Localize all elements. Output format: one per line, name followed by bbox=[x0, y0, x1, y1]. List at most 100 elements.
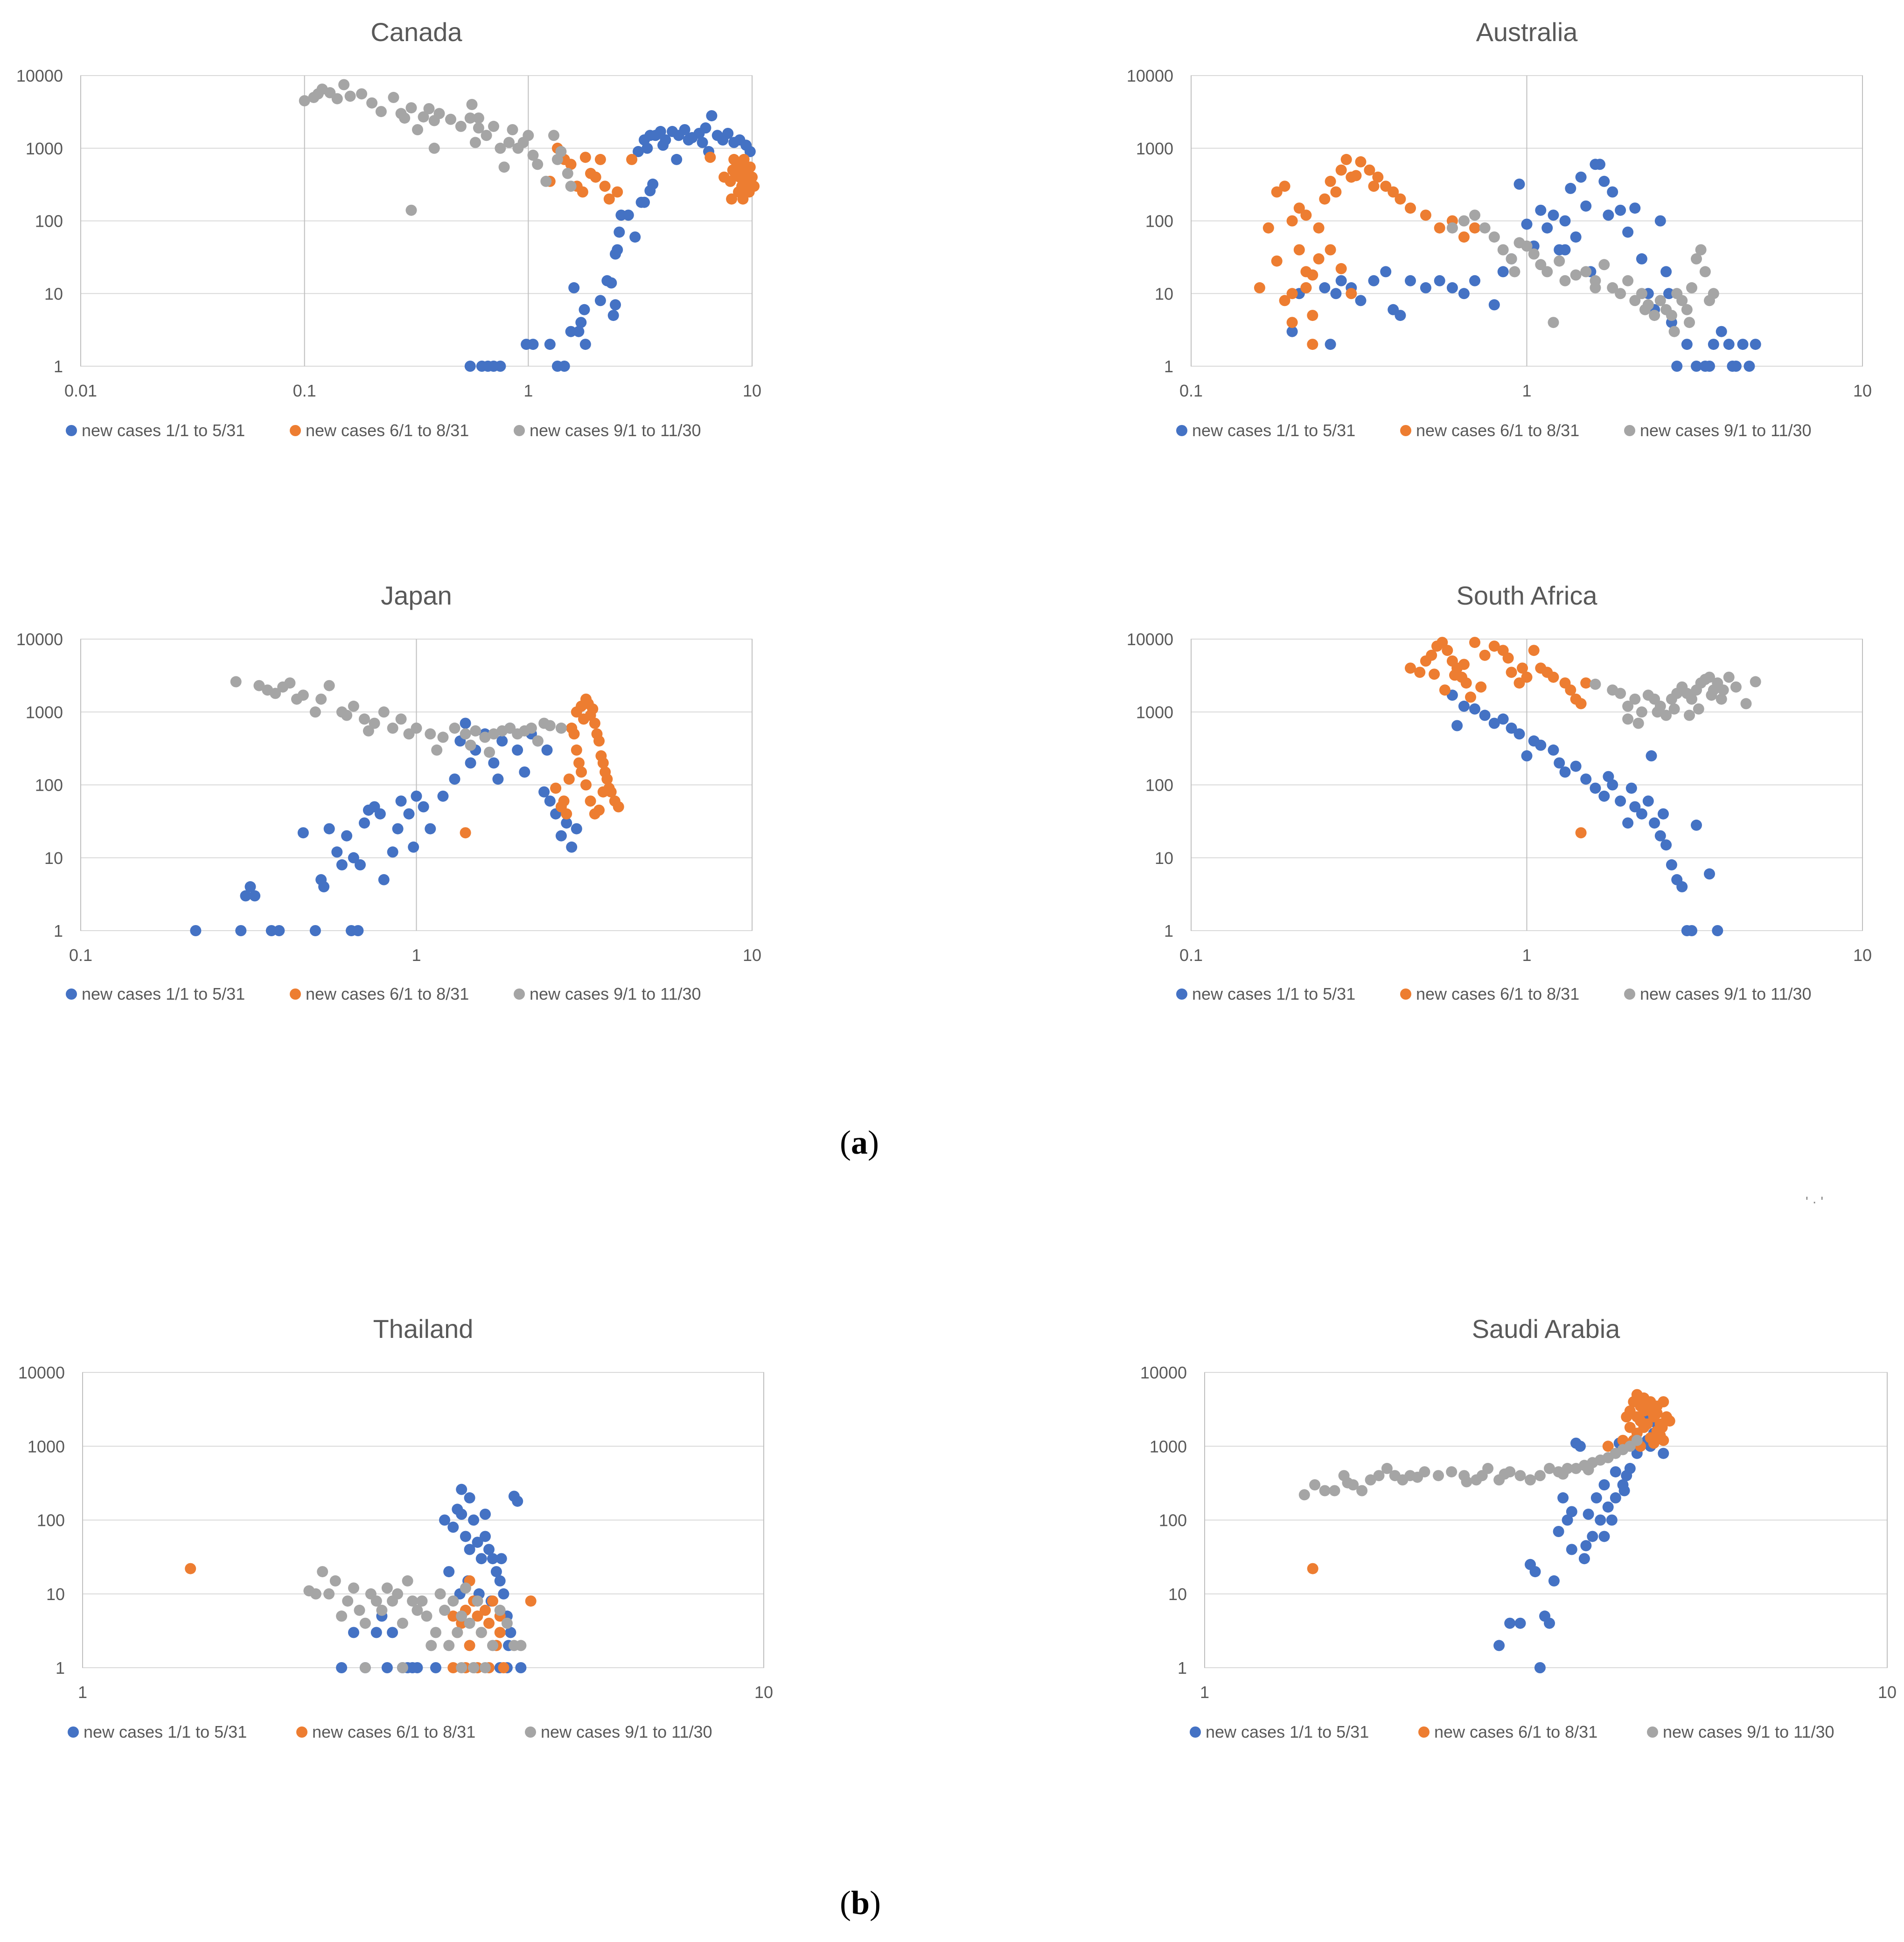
chart-3: 1 10 100 1000 10000 0.1 1 10 South Africa new cas… bbox=[1127, 581, 1872, 1003]
data-point bbox=[1465, 691, 1476, 703]
panel-label-a: (a) bbox=[840, 1124, 879, 1161]
data-point bbox=[1656, 1421, 1668, 1433]
data-point bbox=[374, 808, 386, 820]
data-point bbox=[494, 1604, 506, 1616]
data-point bbox=[470, 725, 481, 737]
data-point bbox=[1271, 255, 1283, 267]
data-point bbox=[1529, 1566, 1541, 1578]
panel-label-a-text: a bbox=[851, 1124, 868, 1161]
data-point bbox=[1695, 244, 1707, 256]
data-point bbox=[1458, 659, 1470, 670]
data-point bbox=[439, 1514, 450, 1526]
data-point bbox=[388, 91, 399, 103]
y-tick-label: 10000 bbox=[16, 66, 63, 85]
y-tick-label: 100 bbox=[35, 776, 63, 795]
data-point bbox=[464, 1492, 475, 1503]
data-point bbox=[1458, 700, 1470, 712]
data-point bbox=[1580, 200, 1592, 212]
data-point bbox=[1590, 782, 1601, 794]
data-point bbox=[284, 677, 296, 689]
data-point bbox=[498, 161, 510, 173]
data-point bbox=[498, 1662, 509, 1673]
data-point bbox=[1395, 310, 1406, 321]
data-point bbox=[1575, 698, 1587, 710]
data-point bbox=[1686, 925, 1697, 936]
x-tick-label: 10 bbox=[754, 1683, 773, 1702]
data-point bbox=[566, 841, 578, 853]
data-point bbox=[1654, 830, 1666, 842]
chart-title: Japan bbox=[381, 581, 452, 610]
data-point bbox=[1293, 202, 1305, 214]
data-point bbox=[481, 130, 492, 141]
data-point bbox=[1580, 677, 1592, 689]
data-point bbox=[1730, 681, 1742, 693]
data-point bbox=[1681, 339, 1693, 350]
data-point bbox=[1615, 795, 1626, 807]
data-point bbox=[1624, 1421, 1636, 1433]
data-point bbox=[455, 120, 467, 132]
y-tick-label: 10000 bbox=[1127, 66, 1173, 85]
data-point bbox=[329, 1575, 341, 1587]
data-point bbox=[456, 1662, 467, 1673]
data-point bbox=[1663, 288, 1674, 299]
data-point bbox=[515, 1640, 527, 1651]
data-point bbox=[744, 146, 756, 157]
data-point bbox=[1461, 1476, 1472, 1488]
data-point bbox=[1325, 244, 1336, 256]
data-point bbox=[1433, 1470, 1444, 1482]
stray-mark: ' · ' bbox=[1806, 1194, 1824, 1210]
data-point bbox=[1506, 253, 1517, 265]
data-point bbox=[1329, 1485, 1340, 1497]
data-point bbox=[1504, 1617, 1516, 1629]
data-point bbox=[613, 801, 624, 813]
chart-4: 1 10 100 1000 10000 1 10 Thailand new cases 1/1 … bbox=[18, 1314, 773, 1741]
data-point bbox=[381, 1662, 393, 1673]
data-point bbox=[387, 1627, 398, 1638]
data-point bbox=[599, 181, 611, 192]
data-point bbox=[265, 925, 277, 936]
data-point bbox=[418, 801, 429, 813]
data-point bbox=[595, 750, 607, 762]
y-tick-label: 10 bbox=[46, 1585, 65, 1604]
data-point bbox=[1590, 1492, 1602, 1503]
data-point bbox=[1566, 1544, 1577, 1555]
data-point bbox=[1319, 282, 1331, 293]
data-point bbox=[544, 720, 556, 731]
data-point bbox=[352, 925, 364, 936]
x-tick-label: 0.1 bbox=[1179, 946, 1203, 965]
data-point bbox=[425, 1640, 437, 1651]
data-point bbox=[1300, 282, 1312, 293]
x-tick-label: 1 bbox=[523, 381, 533, 400]
data-point bbox=[449, 722, 460, 734]
data-point bbox=[1570, 269, 1582, 281]
data-point bbox=[607, 310, 619, 321]
data-point bbox=[1607, 779, 1618, 791]
data-point bbox=[495, 142, 506, 154]
data-point bbox=[1598, 1479, 1610, 1490]
x-tick-label: 1 bbox=[411, 946, 421, 965]
data-point bbox=[600, 766, 611, 778]
data-point bbox=[338, 79, 350, 90]
data-point bbox=[1534, 1470, 1546, 1482]
y-tick-label: 10000 bbox=[18, 1363, 65, 1382]
legend-marker bbox=[1176, 988, 1187, 1000]
y-tick-label: 100 bbox=[35, 212, 63, 231]
data-point bbox=[1458, 288, 1470, 299]
data-point bbox=[1479, 222, 1491, 234]
data-point bbox=[568, 282, 580, 293]
data-point bbox=[744, 161, 756, 173]
data-point bbox=[484, 746, 495, 758]
data-point bbox=[612, 244, 623, 256]
data-point bbox=[1570, 760, 1582, 772]
data-point bbox=[1684, 710, 1695, 721]
x-tick-label: 0.1 bbox=[69, 946, 92, 965]
data-point bbox=[612, 186, 623, 198]
x-tick-label: 0.1 bbox=[1179, 381, 1203, 400]
data-point bbox=[297, 689, 309, 701]
data-point bbox=[1469, 209, 1480, 221]
data-point bbox=[1744, 361, 1755, 372]
data-point bbox=[1583, 1509, 1594, 1520]
data-point bbox=[1426, 649, 1437, 661]
data-point bbox=[1548, 744, 1559, 756]
data-point bbox=[185, 1563, 196, 1574]
